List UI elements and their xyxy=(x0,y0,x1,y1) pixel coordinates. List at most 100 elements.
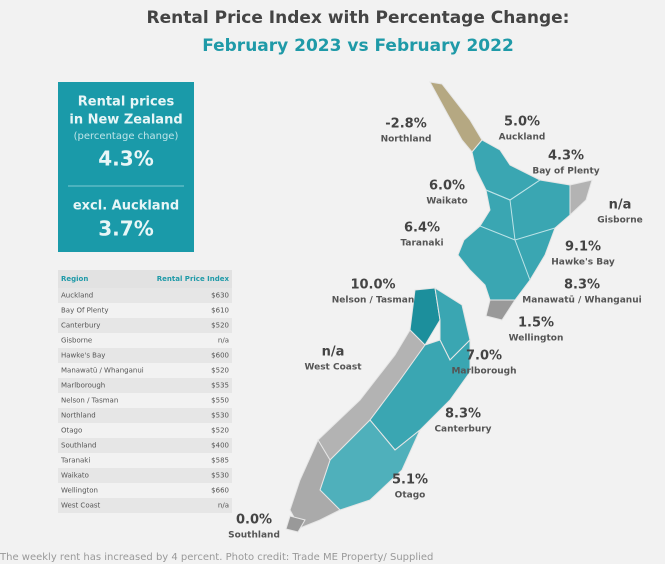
region-label: Taranaki xyxy=(400,239,443,249)
table-row xyxy=(58,348,232,363)
change-label: 1.5% xyxy=(518,316,554,331)
price-cell: $535 xyxy=(211,382,229,390)
table-row xyxy=(58,318,232,333)
table-row xyxy=(58,363,232,378)
price-cell: $520 xyxy=(211,427,229,435)
region-cell: Bay Of Plenty xyxy=(61,307,108,315)
table-row xyxy=(58,423,232,438)
price-cell: $530 xyxy=(211,412,229,420)
price-cell: $530 xyxy=(211,472,229,480)
table-row xyxy=(58,468,232,483)
price-cell: $520 xyxy=(211,367,229,375)
change-label: 6.4% xyxy=(404,221,440,236)
summary-note: (percentage change) xyxy=(74,131,179,142)
change-label: n/a xyxy=(609,198,632,213)
table-row xyxy=(58,393,232,408)
region-label: Canterbury xyxy=(434,425,491,435)
region-cell: Wellington xyxy=(61,487,98,495)
region-borders xyxy=(509,199,531,281)
change-label: -2.8% xyxy=(385,117,426,132)
region-label: Hawke's Bay xyxy=(551,258,615,268)
price-cell: $600 xyxy=(211,352,229,360)
table-row xyxy=(58,288,232,303)
table-row xyxy=(58,483,232,498)
change-label: 0.0% xyxy=(236,513,272,528)
region-cell: Northland xyxy=(61,412,96,420)
summary-value: 4.3% xyxy=(98,147,153,171)
region-cell: Waikato xyxy=(61,472,89,480)
region-cell: Nelson / Tasman xyxy=(61,397,118,405)
region-cell: Hawke's Bay xyxy=(61,352,105,360)
price-cell: $400 xyxy=(211,442,229,450)
region-nelson xyxy=(409,287,441,346)
region-cell: Taranaki xyxy=(60,457,90,465)
table-row xyxy=(58,408,232,423)
region-cell: Canterbury xyxy=(61,322,100,330)
region-cell: Manawatū / Whanganui xyxy=(61,367,144,375)
summary-label: excl. Auckland xyxy=(73,199,179,214)
change-label: 8.3% xyxy=(564,278,600,293)
region-canterbury xyxy=(369,338,471,451)
region-central-north xyxy=(457,139,579,301)
region-label: Nelson / Tasman xyxy=(332,296,415,306)
region-cell: Marlborough xyxy=(61,382,105,390)
summary-background xyxy=(58,82,194,252)
region-cell: Auckland xyxy=(61,292,93,300)
region-label: Auckland xyxy=(499,133,546,143)
stewart-island xyxy=(285,515,306,533)
change-label: 5.0% xyxy=(504,115,540,130)
region-label: Waikato xyxy=(426,197,467,207)
change-label: 7.0% xyxy=(466,349,502,364)
table-row xyxy=(58,333,232,348)
price-cell: $610 xyxy=(211,307,229,315)
price-cell: $550 xyxy=(211,397,229,405)
change-label: n/a xyxy=(322,345,345,360)
change-label: 6.0% xyxy=(429,179,465,194)
change-label: 10.0% xyxy=(350,278,395,293)
region-cell: Otago xyxy=(61,427,82,435)
table-row xyxy=(58,378,232,393)
region-label: West Coast xyxy=(304,363,362,373)
region-label: Bay of Plenty xyxy=(532,167,599,177)
region-label: Wellington xyxy=(509,334,564,344)
header-cell: Region xyxy=(61,275,88,283)
title: Rental Price Index with Percentage Chang… xyxy=(147,8,570,28)
price-table: Region Rental Price Index Auckland $630 Bay … xyxy=(58,270,232,513)
region-label: Southland xyxy=(228,531,280,541)
price-cell: $630 xyxy=(211,292,229,300)
summary-value: 3.7% xyxy=(98,217,153,241)
region-wellington xyxy=(485,299,516,321)
region-gisborne xyxy=(569,179,593,217)
region-label: Marlborough xyxy=(451,367,516,377)
change-label: 9.1% xyxy=(565,240,601,255)
region-label: Manawatū / Whanganui xyxy=(522,296,641,306)
header-cell: Rental Price Index xyxy=(157,275,230,283)
table-row xyxy=(58,498,232,513)
summary-box: Rental prices in New Zealand (percentage… xyxy=(58,82,194,252)
summary-label: in New Zealand xyxy=(69,113,182,128)
price-cell: $520 xyxy=(211,322,229,330)
nz-map xyxy=(285,81,593,533)
change-label: 4.3% xyxy=(548,149,584,164)
region-cell: Gisborne xyxy=(61,337,92,345)
region-cell: Southland xyxy=(61,442,96,450)
price-cell: n/a xyxy=(218,502,229,510)
region-cell: West Coast xyxy=(61,502,101,510)
region-label: Otago xyxy=(395,491,426,501)
change-label: 8.3% xyxy=(445,407,481,422)
region-label: Northland xyxy=(381,135,432,145)
change-label: 5.1% xyxy=(392,473,428,488)
price-cell: $660 xyxy=(211,487,229,495)
region-label: Gisborne xyxy=(597,216,642,226)
table-row xyxy=(58,438,232,453)
region-southland xyxy=(289,438,341,529)
subtitle: February 2023 vs February 2022 xyxy=(202,36,514,56)
table-row xyxy=(58,303,232,318)
summary-label: Rental prices xyxy=(78,95,175,110)
price-cell: n/a xyxy=(218,337,229,345)
table-row xyxy=(58,453,232,468)
header-row xyxy=(58,270,232,288)
price-cell: $585 xyxy=(211,457,229,465)
